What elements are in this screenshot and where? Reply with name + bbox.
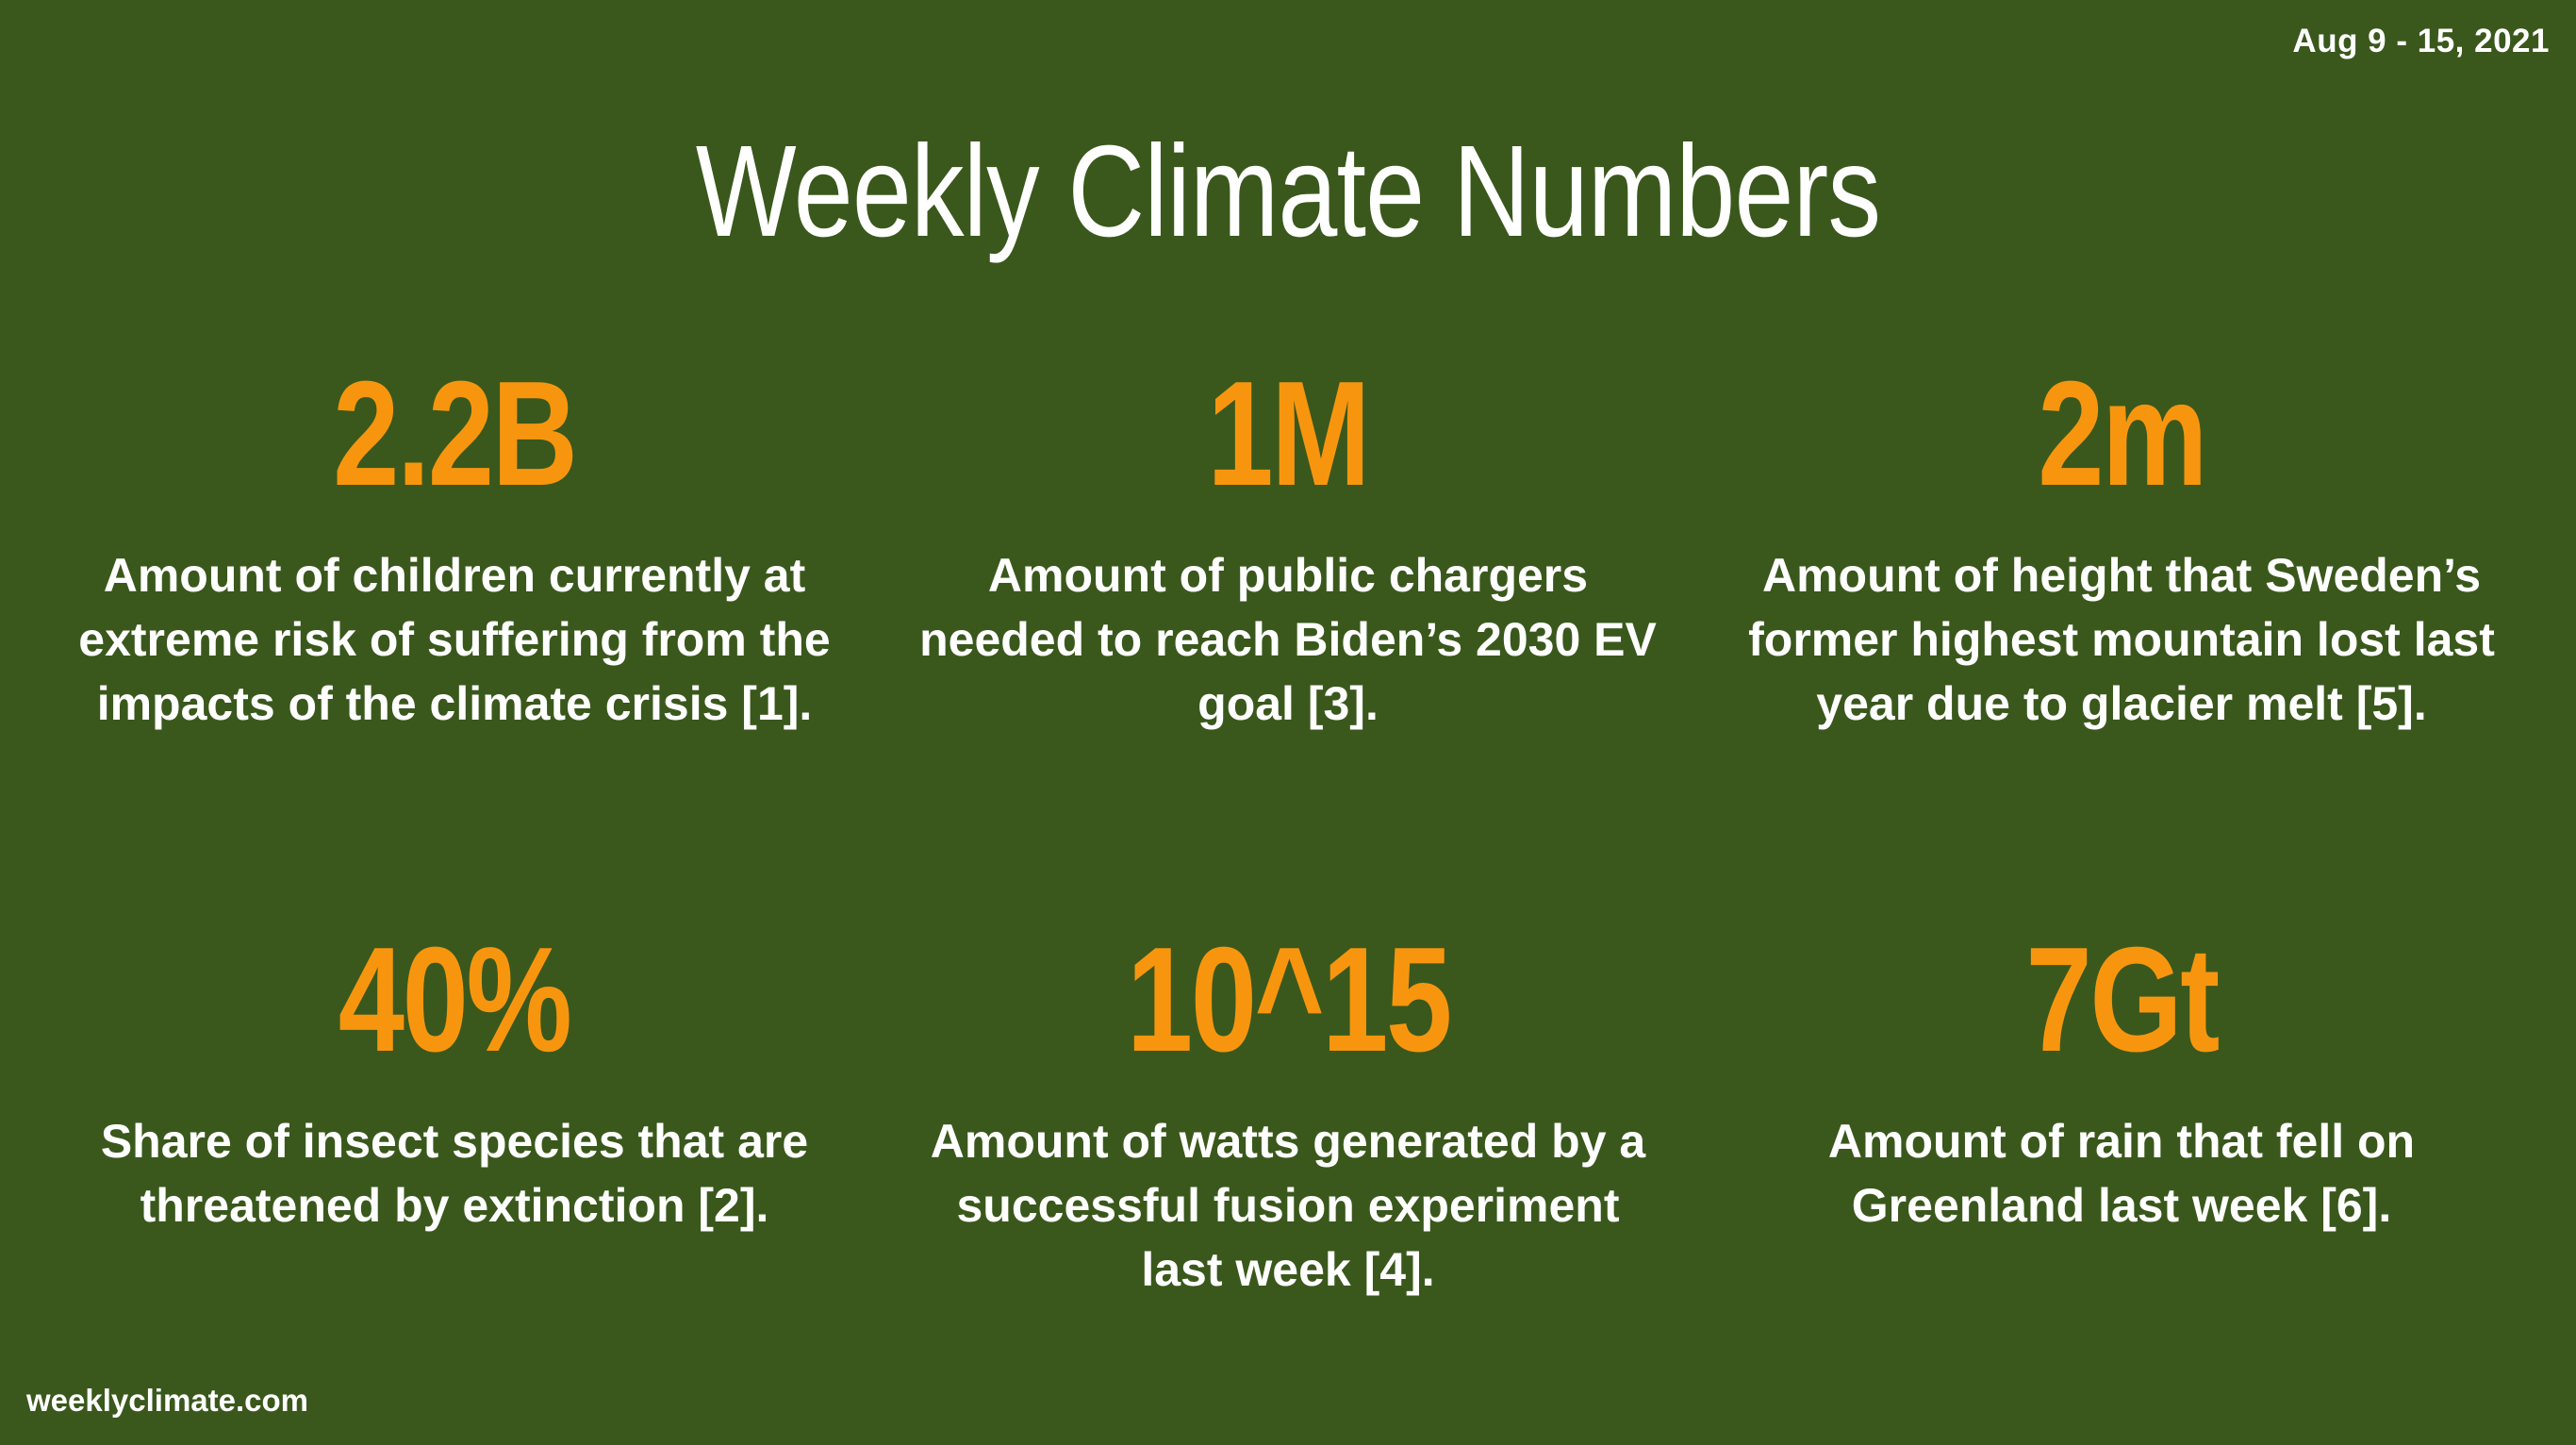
stat-value: 2.2B	[333, 351, 578, 517]
stat-description: Amount of children currently at extreme …	[78, 549, 831, 730]
stat-value: 2m	[2038, 351, 2207, 517]
stat-value: 40%	[339, 917, 572, 1083]
stat-value: 1M	[1207, 351, 1371, 517]
stat-card-public-chargers: 1M Amount of public chargers needed to r…	[871, 349, 1705, 915]
page-title: Weekly Climate Numbers	[695, 119, 1881, 264]
stat-card-insect-species: 40% Share of insect species that are thr…	[38, 915, 871, 1405]
stat-description: Amount of watts generated by a successfu…	[930, 1115, 1646, 1296]
stat-description: Amount of public chargers needed to reac…	[919, 549, 1657, 730]
stat-description: Amount of rain that fell on Greenland la…	[1827, 1115, 2416, 1232]
stat-value: 7Gt	[2025, 917, 2220, 1083]
stat-card-greenland-rain: 7Gt Amount of rain that fell on Greenlan…	[1705, 915, 2538, 1405]
stat-card-children-at-risk: 2.2B Amount of children currently at ext…	[38, 349, 871, 915]
website-url: weeklyclimate.com	[26, 1383, 308, 1418]
date-range: Aug 9 - 15, 2021	[2292, 23, 2550, 59]
stat-card-mountain-height: 2m Amount of height that Sweden’s former…	[1705, 349, 2538, 915]
stats-grid: 2.2B Amount of children currently at ext…	[38, 349, 2538, 1405]
stat-value: 10^15	[1126, 917, 1451, 1083]
stat-card-fusion-watts: 10^15 Amount of watts generated by a suc…	[871, 915, 1705, 1405]
stat-description: Amount of height that Sweden’s former hi…	[1748, 549, 2495, 730]
stat-description: Share of insect species that are threate…	[100, 1115, 809, 1232]
